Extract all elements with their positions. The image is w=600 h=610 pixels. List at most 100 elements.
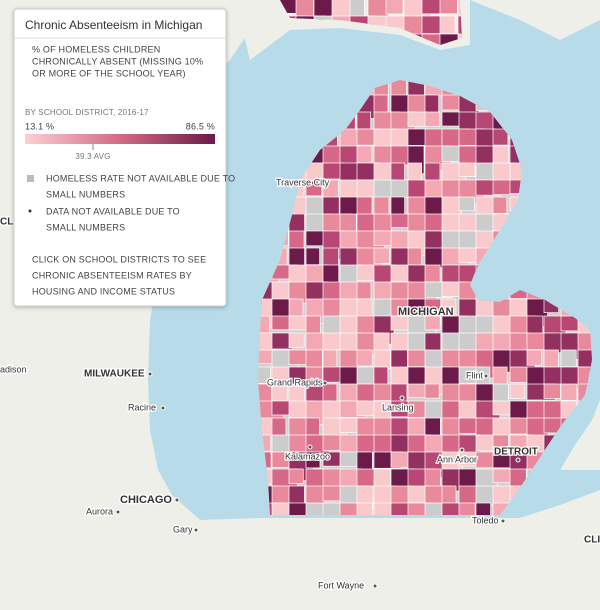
school-district[interactable] xyxy=(356,349,373,367)
school-district[interactable] xyxy=(439,0,458,15)
school-district[interactable] xyxy=(424,94,440,115)
school-district[interactable] xyxy=(322,247,339,267)
city-label: Toledo xyxy=(472,515,499,525)
school-district[interactable] xyxy=(407,196,426,215)
school-district[interactable] xyxy=(322,349,338,370)
city-dot xyxy=(459,447,465,453)
school-district[interactable] xyxy=(475,434,495,452)
school-district[interactable] xyxy=(424,315,441,331)
city-dot xyxy=(399,395,405,401)
school-district[interactable] xyxy=(407,128,428,146)
school-district[interactable] xyxy=(509,417,530,435)
school-district[interactable] xyxy=(439,15,456,34)
school-district[interactable] xyxy=(407,247,423,266)
school-district[interactable] xyxy=(407,417,426,438)
color-ramp xyxy=(25,134,215,144)
city-dot xyxy=(372,583,378,589)
school-district[interactable] xyxy=(509,366,528,383)
school-district[interactable] xyxy=(424,332,442,351)
school-district[interactable] xyxy=(356,434,377,453)
school-district[interactable] xyxy=(356,281,372,300)
school-district[interactable] xyxy=(457,0,485,23)
legend-min: 13.1 % xyxy=(25,121,54,131)
click-hint: HOUSING AND INCOME STATUS xyxy=(32,286,175,296)
city-dot xyxy=(500,518,506,524)
city-label: Aurora xyxy=(86,506,113,516)
school-district[interactable] xyxy=(373,417,393,436)
school-district[interactable] xyxy=(458,502,476,523)
school-district[interactable] xyxy=(322,281,341,300)
legend-note: SMALL NUMBERS xyxy=(46,189,125,199)
school-district[interactable] xyxy=(288,468,304,484)
school-district[interactable] xyxy=(322,264,340,284)
school-district[interactable] xyxy=(439,33,460,62)
school-district[interactable] xyxy=(560,383,578,401)
school-district[interactable] xyxy=(385,0,404,15)
school-district[interactable] xyxy=(492,196,508,214)
city-label: CHICAGO xyxy=(120,494,172,506)
school-district[interactable] xyxy=(390,502,411,528)
school-district[interactable] xyxy=(407,111,428,128)
school-district[interactable] xyxy=(356,145,373,164)
school-district[interactable] xyxy=(441,400,461,421)
school-district[interactable] xyxy=(305,247,320,266)
click-hint: CHRONIC ABSENTEEISM RATES BY xyxy=(32,270,192,280)
legend-max: 86.5 % xyxy=(186,121,215,131)
school-district[interactable] xyxy=(349,0,365,18)
school-district[interactable] xyxy=(492,145,509,166)
school-district[interactable] xyxy=(367,0,389,17)
school-district[interactable] xyxy=(373,213,392,233)
school-district[interactable] xyxy=(356,502,373,530)
ontario xyxy=(560,400,600,470)
school-district[interactable] xyxy=(492,128,509,146)
city-label: Flint xyxy=(466,370,484,380)
school-district[interactable] xyxy=(543,383,561,399)
school-district[interactable] xyxy=(339,417,359,433)
click-hint: CLICK ON SCHOOL DISTRICTS TO SEE xyxy=(32,254,206,264)
school-district[interactable] xyxy=(492,383,509,404)
school-district[interactable] xyxy=(305,451,321,469)
city-dot xyxy=(160,405,166,411)
school-district[interactable] xyxy=(255,366,271,384)
school-district[interactable] xyxy=(424,111,441,127)
school-district[interactable] xyxy=(560,349,577,368)
school-district[interactable] xyxy=(492,400,511,416)
city-label: Traverse City xyxy=(276,177,330,187)
school-district[interactable] xyxy=(457,15,473,37)
legend-subtitle: OR MORE OF THE SCHOOL YEAR) xyxy=(32,68,186,78)
school-district[interactable] xyxy=(373,349,391,369)
school-district[interactable] xyxy=(441,111,461,127)
school-district[interactable] xyxy=(390,145,410,166)
school-district[interactable] xyxy=(441,485,457,506)
city-label: Ann Arbor xyxy=(437,454,477,464)
school-district[interactable] xyxy=(407,383,428,399)
school-district[interactable] xyxy=(424,383,440,399)
school-district[interactable] xyxy=(288,332,305,348)
dot-swatch xyxy=(28,209,32,213)
legend-subtitle: CHRONICALLY ABSENT (MISSING 10% xyxy=(32,56,203,66)
school-district[interactable] xyxy=(424,162,441,182)
school-district[interactable] xyxy=(373,247,390,264)
panel-bg xyxy=(13,8,227,307)
school-district[interactable] xyxy=(339,162,359,181)
school-district[interactable] xyxy=(475,502,491,520)
city-label: CLI xyxy=(584,535,600,546)
city-label: MILWAUKEE xyxy=(84,369,145,380)
city-label: adison xyxy=(0,364,27,374)
school-district[interactable] xyxy=(492,468,512,483)
city-labels: Traverse City MICHIGAN Grand Rapids Flin… xyxy=(0,176,600,592)
city-label: Racine xyxy=(128,402,156,412)
city-dot xyxy=(115,509,121,515)
legend-title: Chronic Absenteeism in Michigan xyxy=(25,18,202,32)
school-district[interactable] xyxy=(271,502,293,530)
school-district[interactable] xyxy=(458,162,476,177)
legend-note: HOMELESS RATE NOT AVAILABLE DUE TO xyxy=(46,173,235,183)
school-district[interactable] xyxy=(322,332,342,351)
legend-period: BY SCHOOL DISTRICT, 2016-17 xyxy=(25,108,149,117)
school-district[interactable] xyxy=(458,196,475,212)
city-label: CL xyxy=(0,217,13,228)
school-district[interactable] xyxy=(526,349,543,366)
school-district[interactable] xyxy=(509,383,526,399)
school-district[interactable] xyxy=(373,94,389,114)
